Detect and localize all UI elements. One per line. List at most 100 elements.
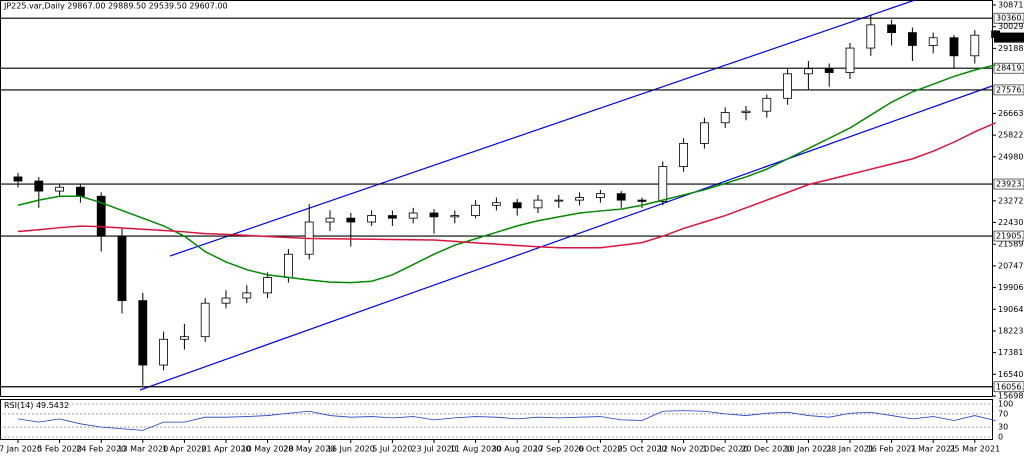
level-box: [993, 12, 1024, 24]
level-label: 30360.27: [996, 14, 1024, 23]
candle-body: [970, 34, 980, 57]
candle-body: [783, 73, 792, 99]
candle-body: [887, 24, 896, 34]
x-tick-label: 5 Jul 2020: [372, 445, 412, 454]
y-tick-label: 26663.70: [998, 109, 1024, 118]
rsi-line: [17, 410, 996, 431]
x-tick-label: 25 Oct 2020: [617, 445, 666, 454]
y-tick-label: 21589.20: [998, 240, 1024, 249]
candle-body: [367, 215, 377, 223]
rsi-tick-label: 100: [998, 400, 1013, 409]
candle-body: [616, 193, 626, 201]
main-frame: [0, 0, 993, 397]
candle-body: [159, 338, 169, 366]
chart-header: JP225.var,Daily 29867.00 29889.50 29539.…: [3, 2, 228, 11]
rsi-tick-label: 0: [998, 433, 1003, 442]
candle-body: [512, 202, 522, 209]
y-tick-label: 30029.70: [998, 22, 1024, 31]
y-tick-label: 17381.70: [998, 348, 1024, 357]
x-tick-label: 17 Sep 2020: [533, 445, 584, 454]
candle-body: [845, 47, 855, 73]
candle-body: [221, 297, 231, 304]
y-tick-label: 15698.80: [998, 392, 1024, 401]
y-tick-label: 20747.70: [998, 261, 1024, 270]
rsi-last: 49.5432: [36, 401, 69, 410]
x-tick-label: 7 Mar 2021: [910, 445, 956, 454]
x-tick-label: 11 Aug 2020: [450, 445, 501, 454]
candle-body: [866, 24, 876, 49]
x-tick-label: 12 Nov 2020: [658, 445, 709, 454]
candle-body: [13, 176, 23, 182]
candle-body: [96, 195, 106, 237]
candle-body: [741, 110, 751, 113]
x-tick-label: 16 Feb 2021: [867, 445, 917, 454]
moving-average: [17, 122, 996, 249]
x-tick-label: 13 Mar 2020: [117, 445, 168, 454]
candle-body: [679, 143, 688, 168]
candle-body: [117, 235, 127, 302]
x-tick-label: 21 Apr 2020: [201, 445, 250, 454]
y-tick-label: 19064.70: [998, 305, 1024, 314]
level-label: 16056.42: [996, 382, 1024, 391]
level-box: [993, 381, 1024, 393]
level-box: [993, 178, 1024, 190]
x-tick-label: 28 May 2020: [283, 445, 335, 454]
candle-body: [429, 212, 439, 218]
level-box: [993, 230, 1024, 242]
x-tick-label: 6 Oct 2020: [578, 445, 622, 454]
y-tick-label: 29188.20: [998, 44, 1024, 53]
y-tick-label: 24980.70: [998, 152, 1024, 161]
rsi-tick-label: 30: [998, 423, 1008, 432]
x-tick-label: 28 Jan 2021: [826, 445, 874, 454]
rsi-label: RSI(14) 49.5432: [4, 401, 69, 410]
level-box: [993, 84, 1024, 96]
candle-body: [720, 112, 730, 124]
y-tick-label: 16540.20: [998, 370, 1024, 379]
y-tick-label: 18223.20: [998, 326, 1024, 335]
candle-body: [76, 186, 85, 197]
candle-body: [575, 197, 584, 201]
candle-body: [471, 204, 481, 216]
x-tick-label: 1 Dec 2020: [702, 445, 748, 454]
candle-body: [700, 122, 709, 144]
level-box: [993, 62, 1024, 74]
rsi-tick-label: 70: [998, 409, 1008, 418]
candle-body: [949, 37, 959, 57]
y-tick-label: 23272.50: [998, 196, 1024, 205]
level-label: 21905.67: [996, 232, 1024, 241]
price-box: [994, 32, 1024, 43]
candle-body: [34, 180, 44, 192]
candle-body: [450, 215, 460, 218]
x-tick-label: 16 Jun 2020: [327, 445, 375, 454]
x-tick-label: 30 Aug 2020: [492, 445, 543, 454]
candle-body: [533, 199, 543, 209]
level-label: 28419.03: [996, 64, 1024, 73]
x-tick-label: 5 Feb 2020: [37, 445, 82, 454]
candle-body: [242, 292, 252, 299]
x-tick-label: 10 Jan 2021: [784, 445, 832, 454]
candle-body: [283, 253, 293, 278]
candle-body: [596, 193, 605, 198]
candle-body: [200, 302, 210, 338]
level-label: 23923.54: [996, 180, 1024, 189]
candle-body: [804, 68, 813, 75]
candle-body: [637, 199, 647, 202]
y-tick-label: 30871.20: [998, 1, 1024, 10]
y-tick-label: 22430.70: [998, 218, 1024, 227]
x-tick-label: 17 Jan 2020: [0, 445, 42, 454]
y-tick-label: 19906.20: [998, 283, 1024, 292]
candle-body: [55, 186, 64, 192]
x-tick-label: 10 May 2020: [242, 445, 294, 454]
x-tick-label: 24 Feb 2020: [76, 445, 126, 454]
x-tick-label: 25 Mar 2021: [949, 445, 1000, 454]
candle-body: [263, 277, 273, 294]
x-tick-label: 23 Jul 2020: [411, 445, 456, 454]
candle-body: [908, 32, 917, 46]
rsi-frame: [0, 399, 993, 440]
candle-body: [408, 212, 418, 219]
candle-body: [928, 37, 938, 46]
candle-body: [824, 68, 834, 73]
trend-line: [139, 85, 993, 391]
candle-body: [554, 199, 564, 202]
